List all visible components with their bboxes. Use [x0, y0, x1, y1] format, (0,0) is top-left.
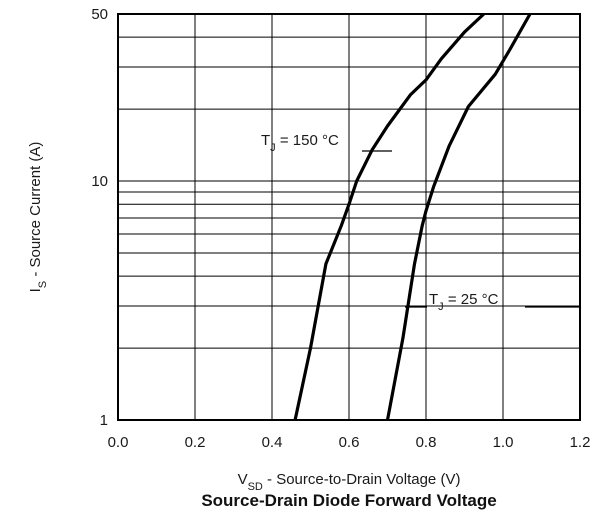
- x-tick-label: 1.0: [493, 434, 514, 451]
- series-line-25c: [385, 13, 532, 421]
- plot-frame: [117, 13, 581, 421]
- series-label-150: TJ = 150 °C: [261, 132, 339, 154]
- series-label-25: TJ = 25 °C: [429, 291, 499, 313]
- x-axis-label: VSD - Source-to-Drain Voltage (V): [238, 471, 461, 493]
- x-tick-labels: 0.0 0.2 0.4 0.6 0.8 1.0 1.2: [108, 434, 591, 451]
- chart-title: Source-Drain Diode Forward Voltage: [201, 491, 496, 510]
- x-tick-label: 0.4: [262, 434, 283, 451]
- curves: [293, 12, 532, 421]
- x-tick-label: 0.0: [108, 434, 129, 451]
- x-tick-label: 0.2: [185, 434, 206, 451]
- y-tick-label: 10: [91, 173, 108, 190]
- series-line-150c: [293, 12, 485, 421]
- y-axis-label: IS - Source Current (A): [27, 142, 49, 293]
- y-tick-labels: 1 10 50: [91, 6, 108, 429]
- x-tick-label: 1.2: [570, 434, 591, 451]
- y-tick-label: 1: [100, 412, 108, 429]
- y-tick-label: 50: [91, 6, 108, 23]
- x-tick-label: 0.6: [339, 434, 360, 451]
- grid: [118, 14, 580, 420]
- x-tick-label: 0.8: [416, 434, 437, 451]
